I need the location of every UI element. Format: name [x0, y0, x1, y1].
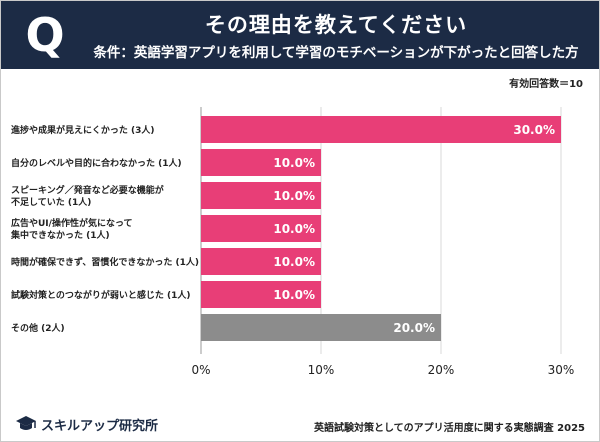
category-label: 進捗や成果が見えにくかった (3人)	[11, 124, 154, 136]
x-tick-label: 30%	[548, 363, 575, 377]
bar	[201, 116, 561, 143]
x-tick-label: 0%	[191, 363, 210, 377]
bar	[201, 314, 441, 341]
category-label: スピーキング／発音など必要な機能が	[11, 184, 165, 196]
category-label: その他 (2人)	[11, 322, 65, 334]
logo-text: スキルアップ研究所	[41, 418, 159, 434]
bar	[201, 281, 321, 308]
header: Q その理由を教えてください 条件：英語学習アプリを利用して学習のモチベーション…	[1, 1, 599, 69]
category-label: 自分のレベルや目的に合わなかった (1人)	[11, 157, 182, 169]
respondent-count: 有効回答数＝10	[509, 79, 583, 90]
brand-logo: スキルアップ研究所	[15, 413, 158, 435]
x-tick-label: 10%	[308, 363, 335, 377]
bar-value-label: 10.0%	[273, 189, 315, 203]
graduation-cap-icon	[16, 416, 36, 430]
bar	[201, 248, 321, 275]
bar-value-label: 30.0%	[513, 123, 555, 137]
bar	[201, 182, 321, 209]
bar-chart: 30.0% 進捗や成果が見えにくかった (3人) 10.0% 自分のレベルや目的に合わ…	[10, 107, 575, 377]
bar-value-label: 10.0%	[273, 222, 315, 236]
category-label: 広告やUI/操作性が気になって	[11, 217, 133, 229]
category-label: 試験対策とのつながりが弱いと感じた (1人)	[11, 289, 191, 301]
source-note: 英語試験対策としてのアプリ活用度に関する実態調査 2025	[313, 423, 585, 434]
q-mark-icon: Q	[25, 8, 65, 62]
x-tick-label: 20%	[428, 363, 455, 377]
bar-value-label: 20.0%	[393, 321, 435, 335]
category-label: 時間が確保できず、習慣化できなかった (1人)	[11, 256, 199, 268]
page-title: その理由を教えてください	[204, 13, 468, 37]
bar-value-label: 10.0%	[273, 156, 315, 170]
bar-value-label: 10.0%	[273, 255, 315, 269]
category-label: 集中できなかった (1人)	[10, 229, 110, 241]
bar	[201, 149, 321, 176]
bar	[201, 215, 321, 242]
category-label: 不足していた (1人)	[11, 196, 91, 208]
page-subtitle: 条件：英語学習アプリを利用して学習のモチベーションが下がったと回答した方	[93, 45, 579, 61]
bar-value-label: 10.0%	[273, 288, 315, 302]
